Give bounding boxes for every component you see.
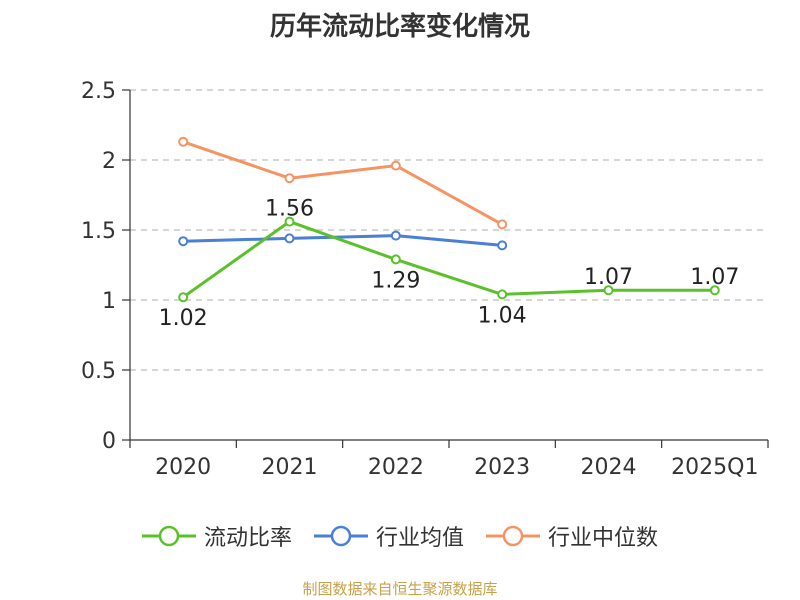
x-tick-label: 2022	[368, 455, 424, 480]
data-label: 1.07	[690, 265, 739, 290]
data-point	[390, 160, 401, 171]
data-label: 1.56	[265, 197, 314, 222]
data-point	[603, 285, 614, 296]
x-tick-label: 2021	[262, 455, 318, 480]
data-point	[390, 230, 401, 241]
legend-item-2[interactable]: 行业中位数	[486, 520, 658, 552]
legend-label: 行业中位数	[548, 526, 659, 551]
y-tick-label: 2	[102, 149, 116, 174]
data-point	[497, 240, 508, 251]
x-tick-label: 2025Q1	[671, 455, 758, 480]
legend: 流动比率 行业均值 行业中位数	[0, 520, 800, 552]
data-point	[178, 236, 189, 247]
legend-line-circle-icon	[141, 525, 196, 547]
data-point	[178, 292, 189, 303]
axis-layer: 0 0.5 1 1.5 2 2.5 2020 2021 2022 2023 2024 2025Q1	[81, 79, 769, 480]
series-line-2	[182, 140, 503, 226]
x-tick-label: 2020	[155, 455, 211, 480]
series-layer	[178, 136, 720, 303]
data-point	[284, 216, 295, 227]
series-line-0	[182, 220, 715, 299]
data-point	[497, 289, 508, 300]
x-tick-label: 2023	[474, 455, 530, 480]
label-layer: 1.02 1.56 1.29 1.04 1.07 1.07	[159, 197, 740, 332]
data-point	[497, 219, 508, 230]
chart-title: 历年流动比率变化情况	[269, 12, 530, 42]
legend-line-circle-icon	[313, 525, 368, 547]
data-label: 1.04	[478, 303, 527, 328]
data-label: 1.29	[371, 268, 420, 293]
legend-label: 流动比率	[203, 526, 292, 551]
legend-item-1[interactable]: 行业均值	[313, 520, 464, 552]
source-note: 制图数据来自恒生聚源数据库	[302, 580, 498, 598]
legend-label: 行业均值	[375, 526, 464, 551]
y-tick-label: 0.5	[81, 359, 116, 384]
series-line-1	[183, 234, 503, 247]
y-tick-label: 1.5	[81, 219, 116, 244]
data-point	[284, 233, 295, 244]
grid-layer	[130, 89, 768, 371]
data-point	[178, 136, 189, 147]
y-tick-label: 1	[102, 289, 116, 314]
data-point	[390, 254, 401, 265]
data-point	[709, 285, 720, 296]
y-tick-label: 2.5	[81, 79, 116, 104]
x-tick-label: 2024	[581, 455, 637, 480]
data-label: 1.07	[584, 265, 633, 290]
y-tick-label: 0	[102, 429, 116, 454]
data-label: 1.02	[159, 306, 208, 331]
data-point	[284, 173, 295, 184]
legend-item-0[interactable]: 流动比率	[141, 520, 292, 552]
legend-line-circle-icon	[486, 525, 540, 547]
